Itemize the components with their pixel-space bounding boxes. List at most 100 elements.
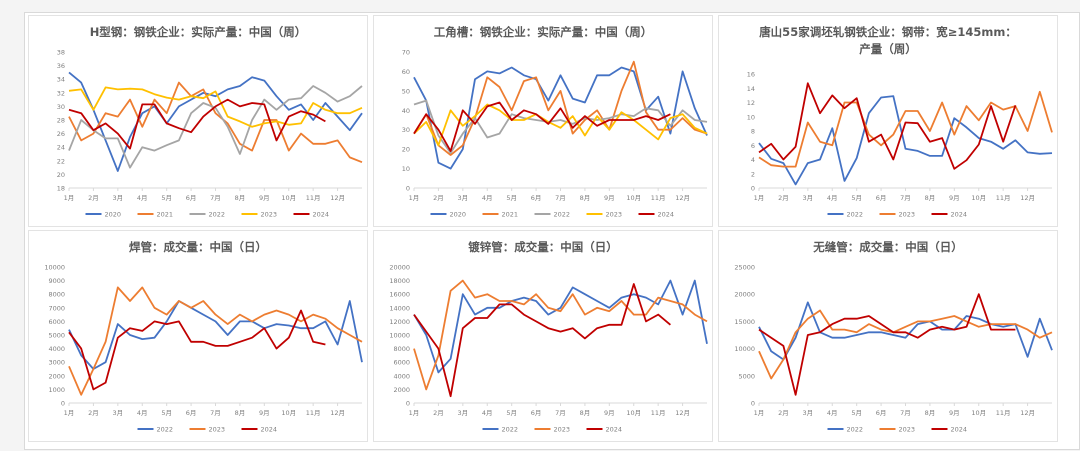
- x-tick-label: 8月: [235, 194, 246, 202]
- chart-galvanized-pipe-volume: 0 2000 4000 6000 8000 10000 12000 14000 16000 180…: [373, 230, 713, 442]
- chart-h-beam-output: 18 20 22 24 26 28 30 32 34 36 38 1月 2月 3月 4月 5月 6月 7月 8月 9月…: [28, 15, 368, 227]
- legend-label: 2024: [951, 211, 968, 219]
- y-tick-label: 3000: [48, 359, 65, 367]
- x-tick-label: 12月: [675, 194, 690, 202]
- x-tick-label: 2月: [88, 409, 99, 417]
- series-line-2023: [68, 86, 363, 128]
- y-tick-label: 28: [57, 117, 65, 125]
- series-line-2023: [413, 279, 708, 391]
- series-line-2022: [68, 85, 363, 169]
- chart-seamless-pipe-volume: 0 5000 10000 15000 20000 25000 1月 2月 3月 4月 5月 6月 7月 8…: [718, 230, 1058, 442]
- y-tick-label: 10: [402, 165, 410, 173]
- y-tick-label: 20000: [734, 291, 755, 299]
- x-tick-label: 5月: [161, 194, 172, 202]
- legend-label: 2024: [951, 426, 968, 434]
- y-tick-label: 5000: [738, 372, 755, 380]
- x-tick-label: 3月: [458, 194, 469, 202]
- legend-label: 2022: [209, 211, 226, 219]
- x-tick-label: 2月: [88, 194, 99, 202]
- series-line-2023: [413, 103, 708, 147]
- y-tick-label: 2000: [393, 386, 410, 394]
- x-tick-label: 7月: [900, 409, 911, 417]
- y-tick-label: 60: [402, 68, 410, 76]
- x-tick-label: 1月: [64, 409, 75, 417]
- x-tick-label: 4月: [827, 409, 838, 417]
- legend-label: 2023: [261, 211, 278, 219]
- x-tick-label: 8月: [580, 409, 591, 417]
- x-tick-label: 10月: [971, 409, 986, 417]
- y-tick-label: 2: [751, 170, 755, 178]
- y-tick-label: 5000: [48, 332, 65, 340]
- y-tick-label: 14: [747, 85, 755, 93]
- y-tick-label: 6000: [48, 318, 65, 326]
- y-tick-label: 8: [751, 128, 755, 136]
- y-tick-label: 0: [751, 400, 755, 408]
- x-tick-label: 4月: [482, 409, 493, 417]
- x-tick-label: 10月: [626, 194, 641, 202]
- legend-label: 2022: [847, 211, 864, 219]
- x-tick-label: 12月: [330, 409, 345, 417]
- y-tick-label: 12000: [389, 318, 410, 326]
- x-tick-label: 6月: [531, 194, 542, 202]
- y-tick-label: 18000: [389, 277, 410, 285]
- y-tick-label: 8000: [48, 291, 65, 299]
- y-tick-label: 50: [402, 87, 410, 95]
- x-tick-label: 3月: [458, 409, 469, 417]
- x-tick-label: 7月: [555, 409, 566, 417]
- x-tick-label: 8月: [925, 409, 936, 417]
- y-tick-label: 18: [57, 185, 65, 193]
- series-line-2020: [68, 71, 363, 172]
- series-line-2022: [413, 99, 708, 154]
- chart-svg: 0 2000 4000 6000 8000 10000 12000 14000 16000 180…: [389, 264, 708, 434]
- chart-svg: 0 1000 2000 3000 4000 5000 6000 7000 8000 9000 100…: [44, 264, 363, 434]
- series-line-2024: [413, 101, 671, 153]
- y-tick-label: 26: [57, 130, 65, 138]
- x-tick-label: 9月: [949, 194, 960, 202]
- chart-title: 焊管：成交量：中国（日）: [129, 240, 267, 254]
- y-tick-label: 0: [406, 400, 410, 408]
- x-tick-label: 8月: [235, 409, 246, 417]
- legend-label: 2023: [899, 426, 916, 434]
- y-tick-label: 30: [57, 103, 65, 111]
- x-tick-label: 9月: [259, 409, 270, 417]
- x-tick-label: 11月: [651, 409, 666, 417]
- x-tick-label: 6月: [186, 409, 197, 417]
- y-tick-label: 2000: [48, 372, 65, 380]
- x-tick-label: 11月: [306, 194, 321, 202]
- y-tick-label: 34: [57, 76, 65, 84]
- x-tick-label: 7月: [210, 409, 221, 417]
- x-tick-label: 9月: [604, 409, 615, 417]
- y-tick-label: 36: [57, 62, 65, 70]
- chart-title: 镀锌管：成交量：中国（日）: [468, 240, 618, 254]
- x-tick-label: 1月: [754, 409, 765, 417]
- x-tick-label: 5月: [161, 409, 172, 417]
- x-tick-label: 3月: [113, 409, 124, 417]
- series-line-2024: [68, 309, 326, 391]
- series-line-2023: [68, 286, 363, 396]
- x-tick-label: 12月: [330, 194, 345, 202]
- x-tick-label: 2月: [433, 194, 444, 202]
- y-tick-label: 30: [402, 126, 410, 134]
- x-tick-label: 4月: [137, 194, 148, 202]
- y-tick-label: 22: [57, 157, 65, 165]
- x-tick-label: 1月: [409, 409, 420, 417]
- y-tick-label: 10: [747, 113, 755, 121]
- x-tick-label: 3月: [113, 194, 124, 202]
- series-line-2022: [413, 279, 708, 374]
- legend-label: 2021: [157, 211, 174, 219]
- y-tick-label: 70: [402, 49, 410, 57]
- y-tick-label: 10000: [734, 345, 755, 353]
- y-tick-label: 6: [751, 142, 755, 150]
- x-tick-label: 1月: [754, 194, 765, 202]
- x-tick-label: 7月: [555, 194, 566, 202]
- series-line-2022: [758, 301, 1053, 361]
- x-tick-label: 12月: [675, 409, 690, 417]
- y-tick-label: 15000: [734, 318, 755, 326]
- chart-svg: 0 10 20 30 40 50 60 70 1月 2月 3月 4月 5月 6月 7月 8月 9月 10月 11月 1…: [402, 49, 708, 219]
- x-tick-label: 6月: [876, 194, 887, 202]
- x-tick-label: 7月: [210, 194, 221, 202]
- x-tick-label: 9月: [949, 409, 960, 417]
- chart-title: 无缝管：成交量：中国（日）: [813, 240, 963, 254]
- x-tick-label: 8月: [925, 194, 936, 202]
